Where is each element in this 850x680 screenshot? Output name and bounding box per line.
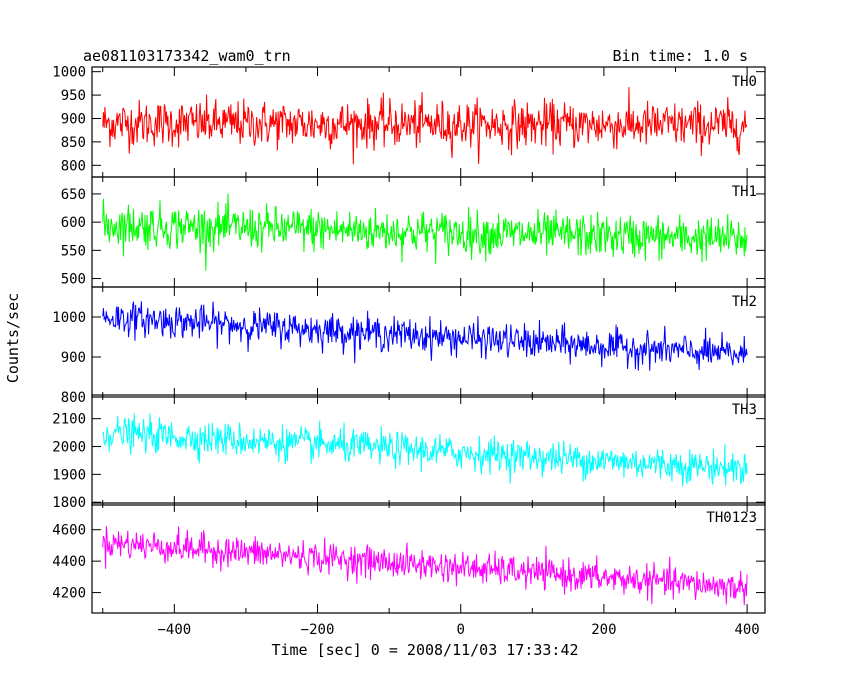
y-tick-label: 2100	[52, 412, 86, 428]
bin-time-label: Bin time: 1.0 s	[613, 47, 748, 65]
y-tick-label: 1900	[52, 467, 86, 483]
series-line-th1	[102, 193, 748, 271]
series-line-th2	[102, 301, 748, 371]
panel-th3: 1800 1900 2000 2100 TH3	[52, 394, 766, 511]
panel-label: TH2	[732, 294, 757, 310]
panel-frame	[91, 286, 766, 398]
panel-label: TH3	[732, 402, 757, 418]
panel-label: TH0	[732, 74, 757, 90]
y-tick-label: 900	[61, 350, 86, 366]
y-tick-label: 4200	[52, 586, 86, 602]
y-tick-label: 1800	[52, 495, 86, 511]
chart-title: ae081103173342_wam0_trn	[83, 47, 291, 65]
panels-group: 800 850 900 950 1000 TH0 500 550 600 650 TH1 800 900…	[52, 65, 766, 638]
y-tick-label: 1000	[52, 65, 86, 81]
y-tick-label: 500	[61, 272, 86, 288]
y-axis-label: Counts/sec	[4, 293, 22, 383]
panel-th2: 800 900 1000 TH2	[52, 286, 766, 406]
y-tick-label: 800	[61, 158, 86, 174]
series-line-th0123	[102, 526, 748, 606]
y-tick-label: 900	[61, 111, 86, 127]
panel-th0: 800 850 900 950 1000 TH0	[52, 65, 766, 178]
x-tick-label: 0	[456, 622, 464, 638]
panel-th1: 500 550 600 650 TH1	[61, 176, 766, 288]
series-line-th0	[102, 87, 748, 165]
y-tick-label: 1000	[52, 310, 86, 326]
panel-frame	[91, 394, 766, 506]
y-tick-label: 550	[61, 243, 86, 259]
x-axis-label: Time [sec] 0 = 2008/11/03 17:33:42	[271, 641, 578, 659]
y-tick-label: 4600	[52, 523, 86, 539]
y-tick-label: 950	[61, 88, 86, 104]
x-tick-label: −400	[157, 622, 191, 638]
y-tick-label: 800	[61, 390, 86, 406]
x-tick-label: 200	[591, 622, 616, 638]
y-tick-label: 850	[61, 135, 86, 151]
panel-th0123: 4200 4400 4600 TH0123	[52, 502, 766, 614]
panel-label: TH0123	[706, 510, 757, 526]
panel-label: TH1	[732, 184, 757, 200]
y-tick-label: 2000	[52, 440, 86, 456]
y-tick-label: 4400	[52, 554, 86, 570]
y-tick-label: 600	[61, 215, 86, 231]
y-tick-label: 650	[61, 187, 86, 203]
x-tick-label: −200	[301, 622, 335, 638]
series-line-th3	[102, 413, 748, 487]
x-tick-label: 400	[734, 622, 759, 638]
panel-frame	[91, 502, 766, 614]
